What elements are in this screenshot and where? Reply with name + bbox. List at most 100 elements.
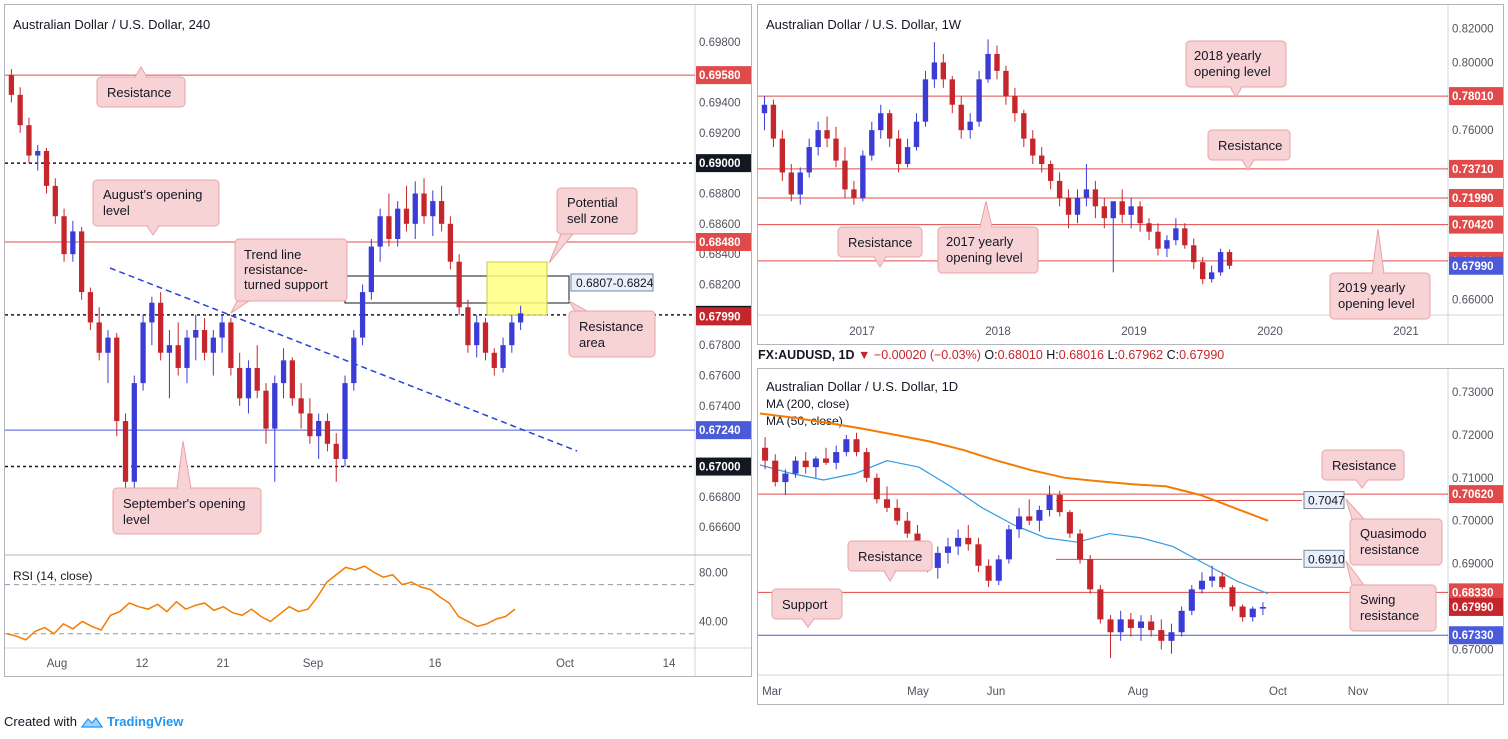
h4-callout-resistance-text: Resistance [107,85,171,100]
w-callout-2017-opening[interactable]: 2017 yearly opening level [937,200,1039,274]
w-candle-body [1217,252,1224,273]
daily-chart[interactable]: Australian Dollar / U.S. Dollar, 1D MA (… [758,369,1503,704]
footer-brand[interactable]: TradingView [106,714,184,729]
d-candle-body [1066,512,1073,534]
h4-candle-body [333,443,339,459]
h4-trend-line[interactable] [109,267,578,452]
d-candle-body [904,520,911,534]
d-callout-resistance-lower[interactable]: Resistance [847,540,933,582]
w-candle-body [1030,138,1036,156]
h4-callout-resistance-area[interactable]: Resistance area [567,299,656,358]
w-callout-resistance-upper-text: Resistance [1218,138,1282,153]
d-callout-support[interactable]: Support [771,588,843,628]
d-candle-body [762,447,769,461]
d-candle-body [1219,576,1226,588]
w-callout-resistance-lower[interactable]: Resistance [837,226,923,268]
d-y-tick: 0.71000 [1452,473,1494,485]
d-price-tag [1449,485,1503,504]
d-candle-body [843,439,850,453]
daily-ma200-line[interactable] [759,412,1269,522]
h4-candle-body [438,201,445,224]
legend-close: 0.67990 [1179,348,1225,362]
w-callout-2019-opening[interactable]: 2019 yearly opening level [1329,228,1431,320]
d-callout-swing-resistance[interactable]: Swing resistance [1345,560,1437,632]
w-candle-body [842,160,848,190]
weekly-chart-panel[interactable]: Australian Dollar / U.S. Dollar, 1W 0.82… [757,4,1504,345]
d-price-tag [1449,583,1503,602]
h4-candle-body [430,201,436,217]
w-candle-body [869,130,875,156]
w-candle-body [994,53,1000,71]
w-price-tag-text: 0.70420 [1452,220,1494,232]
daily-symbol-legend: FX:AUDUSD, 1D ▼ −0.00020 (−0.03%) O:0.68… [758,348,1224,362]
h4-x-tick: 12 [136,658,149,670]
w-callout-resistance-upper[interactable]: Resistance [1207,129,1291,171]
h4-candle-body [61,216,67,255]
w-candle-body [976,79,982,122]
legend-symbol: FX:AUDUSD, 1D [758,348,855,362]
d-candle-body [1076,533,1084,560]
h4-y-tick: 0.67400 [699,401,741,413]
d-candle-body [812,458,819,468]
w-x-tick: 2017 [849,326,875,338]
h4-price-tag [696,233,751,252]
rsi-line[interactable] [6,565,516,641]
h4-potential-sell-zone[interactable] [486,261,548,316]
d-candle-body [1127,619,1134,628]
h4-chart-panel[interactable]: Australian Dollar / U.S. Dollar, 240 0.6… [4,4,752,677]
h4-candle-body [158,302,164,353]
legend-o-label: O: [984,348,998,362]
w-candle-body [913,121,920,148]
h4-chart[interactable]: Australian Dollar / U.S. Dollar, 240 0.6… [5,5,751,676]
h4-candle-body [254,367,260,391]
w-candle-body [1164,240,1170,249]
d-callout-quasimodo[interactable]: Quasimodo resistance [1345,498,1443,566]
d-price-tag-text: 0.67330 [1452,630,1494,642]
daily-chart-panel[interactable]: Australian Dollar / U.S. Dollar, 1D MA (… [757,368,1504,705]
rsi-y-tick: 40.00 [699,616,728,628]
d-candle-body [1188,589,1195,611]
h4-candle-body [228,322,234,368]
daily-ma50-line[interactable] [759,460,1269,595]
h4-candle-body [26,125,32,156]
d-callout-resistance-upper[interactable]: Resistance [1321,449,1405,489]
w-y-tick: 0.82000 [1452,24,1494,36]
w-candle-body [1226,252,1233,266]
w-candle-body [1003,70,1009,97]
h4-candle-body [500,345,506,368]
h4-callout-augusts-opening[interactable]: August's opening level [92,179,220,236]
d-level-tag [1303,491,1345,510]
d-candle-body [802,460,809,468]
d-candle-body [1087,559,1094,590]
w-candle-body [1101,206,1108,219]
h4-price-tag-text: 0.68480 [699,237,741,249]
d-x-tick: Jun [987,686,1006,698]
h4-callout-resistance[interactable]: Resistance [96,66,186,108]
legend-h-label: H: [1046,348,1059,362]
w-candle-body [985,53,991,80]
d-candle-body [985,565,992,581]
tradingview-logo-icon [80,716,103,728]
h4-callout-trend-line[interactable]: Trend line resistance-turned support [229,238,348,315]
d-candle-body [772,460,779,483]
h4-candle-body [114,337,120,422]
h4-callout-potential-sell-zone[interactable]: Potential sell zone [548,187,638,264]
h4-candle-body [210,337,216,353]
h4-candle-body [316,421,322,437]
w-callout-2018-opening[interactable]: 2018 yearly opening level [1185,40,1287,98]
d-candle-body [1016,516,1023,530]
h4-candle-body [193,330,199,338]
h4-callout-septembers-opening[interactable]: September's opening level [112,440,262,535]
h4-price-tag-text: 0.69580 [699,70,741,82]
h4-candle-body [70,231,76,255]
w-candle-body [931,62,938,80]
h4-candle-body [122,421,129,482]
d-candle-body [1097,589,1104,620]
w-price-tag [1449,87,1503,106]
d-candle-body [1026,516,1033,521]
weekly-chart[interactable]: Australian Dollar / U.S. Dollar, 1W 0.82… [758,5,1503,344]
w-candle-body [1119,201,1125,215]
h4-candle-body [272,383,278,429]
d-callout-support-text: Support [782,597,828,612]
w-candle-body [1182,228,1188,246]
